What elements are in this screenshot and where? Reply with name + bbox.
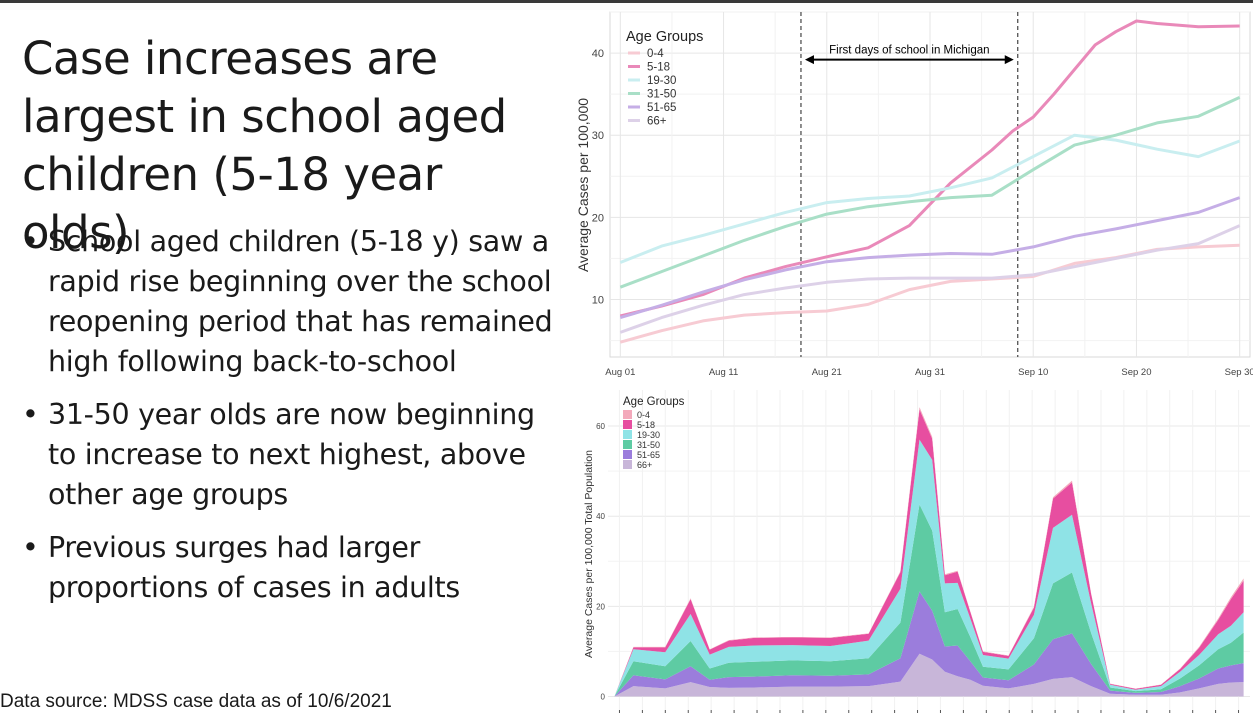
- bullet-dot: •: [22, 531, 39, 564]
- stacked-area-chart-cases-by-age: 0 20 40 60 Average Cases per 100,000 Total …: [583, 390, 1250, 713]
- bullet-dot: •: [22, 225, 39, 258]
- area-series-51-65: [614, 591, 1244, 697]
- legend-label: 66+: [637, 460, 652, 470]
- y-tick-label: 30: [592, 130, 604, 142]
- legend-label: 31-50: [637, 440, 660, 450]
- legend-label: 31-50: [647, 89, 676, 101]
- area-series-19-30: [614, 439, 1244, 697]
- bullet-item: • Previous surges had larger proportions …: [22, 528, 567, 608]
- data-source-note: Data source: MDSS case data as of 10/6/2…: [0, 691, 392, 712]
- y-tick-label: 20: [596, 602, 605, 611]
- series-line-51-65: [619, 196, 1241, 320]
- y-tick-label: 20: [592, 212, 604, 224]
- series-line-66+: [619, 224, 1241, 334]
- legend-title: Age Groups: [623, 396, 685, 408]
- y-tick-label: 40: [596, 512, 605, 521]
- y-tick-label: 0: [601, 692, 606, 701]
- slide-title: Case increases are largest in school age…: [22, 32, 507, 259]
- bullet-item: • School aged children (5-18 y) saw a rap…: [22, 222, 567, 382]
- bullet-text: School aged children (5-18 y) saw a rapi…: [48, 225, 553, 378]
- legend-label: 51-65: [647, 102, 676, 114]
- x-tick-label: Aug 31: [915, 367, 945, 378]
- legend-swatch-31-50: [623, 440, 632, 449]
- legend-label: 0-4: [647, 48, 664, 60]
- y-axis-label: Average Cases per 100,000: [575, 98, 591, 272]
- legend-label: 5-18: [637, 420, 655, 430]
- legend-swatch-51-65: [623, 450, 632, 459]
- legend-label: 19-30: [647, 75, 676, 87]
- series-line-5-18: [619, 19, 1240, 318]
- annotation-label: First days of school in Michigan: [829, 45, 989, 57]
- legend-title: Age Groups: [626, 29, 703, 45]
- x-tick-label: Aug 11: [709, 367, 738, 378]
- area-series-66+: [614, 653, 1244, 697]
- legend-label: 51-65: [637, 450, 660, 460]
- legend-swatch-19-30: [623, 430, 632, 439]
- y-tick-label: 10: [592, 295, 604, 307]
- arrowhead-left: [804, 55, 814, 65]
- bullet-dot: •: [22, 398, 39, 431]
- series-line-31-50: [619, 96, 1241, 289]
- x-tick-label: Aug 01: [605, 367, 635, 378]
- top-border: [0, 0, 1253, 3]
- y-tick-label: 60: [596, 422, 605, 431]
- line-chart-cases-by-age: 10 20 30 40 Aug 01 Aug 11 Aug 21 Aug 31 Sep 10 S…: [575, 11, 1253, 378]
- legend-label: 19-30: [637, 430, 660, 440]
- legend-swatch-0-4: [623, 410, 632, 419]
- arrowhead-right: [1004, 55, 1014, 65]
- area-series-31-50: [614, 504, 1244, 697]
- y-axis-label: Average Cases per 100,000 Total Populati…: [583, 450, 595, 658]
- series-line-19-30: [619, 133, 1241, 264]
- legend-swatch-5-18: [623, 420, 632, 429]
- legend-swatch-66+: [623, 460, 632, 469]
- legend-label: 66+: [647, 116, 667, 128]
- bullet-item: • 31-50 year olds are now beginning to in…: [22, 395, 567, 515]
- bullet-text: Previous surges had larger proportions o…: [48, 531, 460, 604]
- x-tick-label: Sep 10: [1018, 367, 1048, 378]
- x-tick-label: Sep 30: [1225, 367, 1253, 378]
- x-tick-label: Sep 20: [1121, 367, 1151, 378]
- bullet-list: • School aged children (5-18 y) saw a rap…: [22, 222, 567, 621]
- legend-label: 5-18: [647, 62, 670, 74]
- bullet-text: 31-50 year olds are now beginning to inc…: [48, 398, 535, 511]
- y-tick-label: 40: [592, 48, 604, 60]
- x-tick-label: Aug 21: [812, 367, 842, 378]
- legend-label: 0-4: [637, 410, 650, 420]
